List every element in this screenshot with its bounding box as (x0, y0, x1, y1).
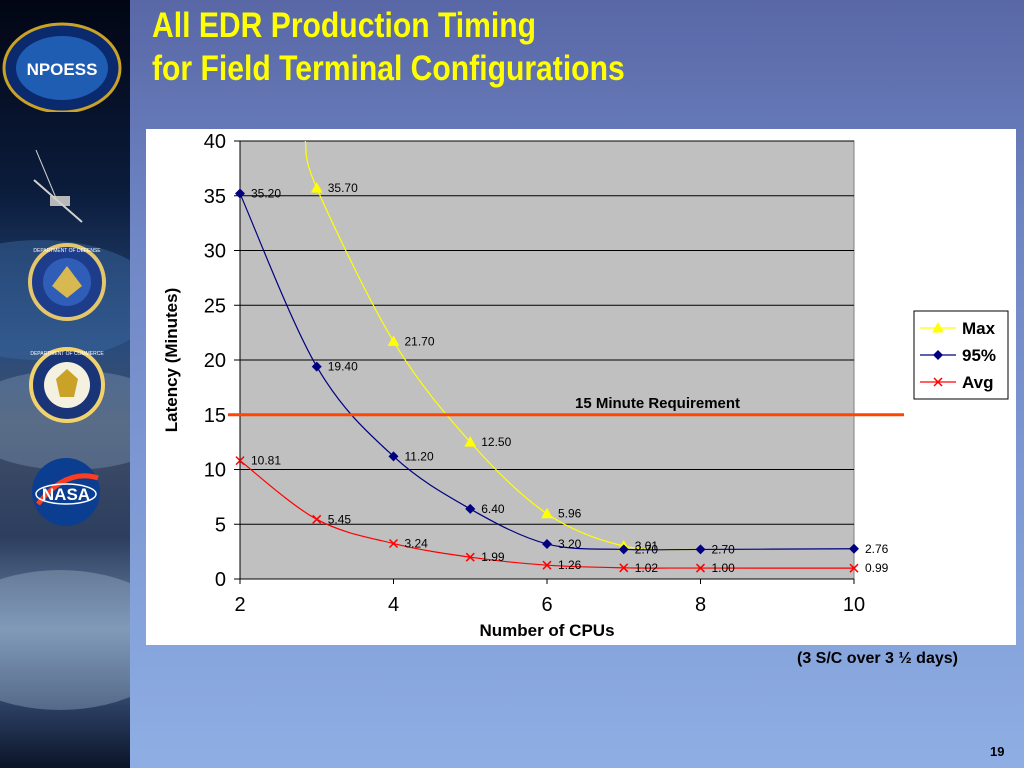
series-95-: 35.20 19.40 11.20 6.40 3.20 2.70 2.70 2.76 (235, 187, 889, 556)
requirement-label: 15 Minute Requirement (575, 395, 740, 412)
data-label: 3.24 (405, 537, 429, 551)
data-point (695, 563, 706, 573)
dod-seal: DEPARTMENT OF DEFENSE (28, 243, 106, 321)
y-tick-label: 20 (204, 350, 226, 372)
y-tick-label: 25 (204, 295, 226, 317)
data-point (542, 538, 552, 549)
x-tick-label: 4 (388, 594, 399, 616)
data-label: 6.40 (481, 502, 505, 516)
data-point (933, 377, 943, 387)
legend: Max 95% Avg (913, 310, 1009, 400)
y-tick-label: 30 (204, 241, 226, 263)
svg-text:NASA: NASA (42, 485, 90, 504)
legend-label: Max (962, 319, 996, 338)
title-line-1: All EDR Production Timing (152, 6, 537, 45)
data-point (619, 563, 629, 573)
x-tick-label: 6 (541, 594, 552, 616)
data-point (310, 182, 323, 193)
y-axis-title: Latency (Minutes) (162, 288, 181, 433)
latency-chart: 0 5 10 15 20 25 30 35 40 2 4 6 8 10 35.70 21.70 12.50 5… (162, 131, 1009, 640)
svg-text:DEPARTMENT OF COMMERCE: DEPARTMENT OF COMMERCE (30, 351, 104, 357)
data-label: 1.99 (481, 550, 505, 564)
y-tick-label: 10 (204, 460, 226, 482)
data-label: 2.70 (712, 542, 736, 556)
data-point (541, 507, 553, 519)
doc-seal: DEPARTMENT OF COMMERCE (29, 347, 105, 423)
data-point (933, 350, 943, 360)
satellite-icon (33, 149, 83, 223)
legend-label: 95% (962, 346, 996, 365)
page-number: 19 (990, 744, 1005, 759)
data-label: 35.20 (251, 187, 281, 201)
y-tick-labels: 0 5 10 15 20 25 30 35 40 (204, 131, 240, 591)
data-label: 19.40 (328, 360, 358, 374)
x-tick-label: 8 (695, 594, 706, 616)
x-tick-label: 2 (234, 594, 245, 616)
title-line-2: for Field Terminal Configurations (152, 49, 625, 88)
data-label: 11.20 (405, 449, 434, 463)
legend-item-avg: Avg (920, 373, 994, 392)
data-point (388, 538, 399, 549)
nasa-logo: NASA (32, 458, 100, 526)
y-tick-label: 35 (204, 186, 226, 208)
data-label: 5.45 (328, 512, 352, 526)
data-label: 5.96 (558, 507, 582, 521)
npoess-logo: NPOESS (2, 22, 122, 112)
legend-label: Avg (962, 373, 994, 392)
data-point (932, 321, 944, 333)
data-label: 2.70 (635, 542, 659, 556)
data-point (235, 456, 245, 466)
series-line (304, 141, 701, 551)
data-label: 12.50 (481, 435, 511, 449)
data-point (465, 552, 475, 562)
data-label: 1.26 (558, 558, 582, 572)
y-tick-label: 5 (215, 514, 226, 536)
data-point (465, 503, 476, 514)
data-point (849, 563, 859, 573)
legend-item-max: Max (920, 319, 996, 338)
data-label: 3.20 (558, 537, 582, 551)
data-label: 1.02 (635, 561, 659, 575)
data-label: 0.99 (865, 561, 889, 575)
series-line (240, 460, 854, 569)
data-point (235, 188, 245, 199)
footnote: (3 S/C over 3 ½ days) (797, 650, 958, 667)
svg-text:DEPARTMENT OF DEFENSE: DEPARTMENT OF DEFENSE (33, 248, 101, 254)
data-point (542, 560, 552, 570)
y-tick-label: 40 (204, 131, 226, 153)
legend-item-95-: 95% (920, 346, 996, 365)
sidebar-banner: NPOESS DEPARTMENT OF DEFENSE DEPARTMENT … (0, 0, 130, 768)
data-point (311, 361, 322, 372)
data-point (695, 544, 706, 555)
data-label: 35.70 (328, 181, 358, 195)
data-label: 10.81 (251, 454, 281, 468)
data-point (464, 436, 477, 447)
series-layer: 35.7021.7012.505.963.0135.2019.4011.206.… (235, 141, 889, 575)
series-avg: 10.81 5.45 3.24 1.99 1.26 1.02 1.00 0.99 (235, 454, 889, 575)
x-tick-label: 10 (843, 594, 865, 616)
data-point (388, 451, 399, 462)
slide-title: All EDR Production Timing for Field Term… (152, 4, 625, 90)
svg-text:NPOESS: NPOESS (27, 60, 98, 79)
x-tick-labels: 2 4 6 8 10 (234, 579, 865, 616)
data-point (849, 543, 859, 554)
data-label: 21.70 (405, 334, 435, 348)
data-point (312, 514, 322, 524)
data-point (618, 544, 629, 555)
data-label: 2.76 (865, 542, 889, 556)
x-axis-title: Number of CPUs (479, 621, 614, 640)
chart-panel: 0 5 10 15 20 25 30 35 40 2 4 6 8 10 35.70 21.70 12.50 5… (146, 129, 1016, 645)
data-label: 1.00 (712, 561, 736, 575)
y-tick-label: 15 (204, 405, 226, 427)
data-point (387, 335, 400, 346)
y-tick-label: 0 (215, 569, 226, 591)
